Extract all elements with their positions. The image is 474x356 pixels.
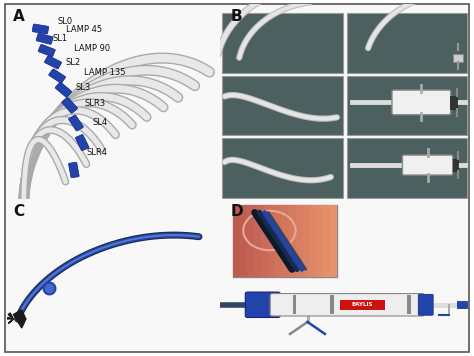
FancyBboxPatch shape bbox=[55, 82, 72, 97]
FancyBboxPatch shape bbox=[270, 294, 424, 316]
FancyBboxPatch shape bbox=[32, 24, 49, 34]
Bar bbox=[296, 205, 302, 277]
Bar bbox=[261, 205, 268, 277]
FancyBboxPatch shape bbox=[62, 98, 78, 113]
Bar bbox=[222, 75, 343, 135]
Bar bbox=[289, 205, 296, 277]
Polygon shape bbox=[6, 318, 13, 319]
Polygon shape bbox=[8, 313, 13, 319]
Text: LAMP 135: LAMP 135 bbox=[84, 68, 126, 77]
Bar bbox=[457, 301, 467, 308]
Bar bbox=[274, 205, 282, 277]
Bar bbox=[222, 138, 343, 198]
Text: D: D bbox=[230, 204, 243, 219]
FancyBboxPatch shape bbox=[418, 294, 433, 315]
Bar bbox=[317, 205, 323, 277]
FancyBboxPatch shape bbox=[38, 44, 55, 57]
Bar bbox=[453, 159, 458, 171]
Bar bbox=[323, 205, 330, 277]
FancyBboxPatch shape bbox=[75, 135, 89, 151]
FancyBboxPatch shape bbox=[69, 162, 79, 178]
FancyBboxPatch shape bbox=[36, 33, 53, 44]
Bar bbox=[407, 295, 411, 314]
Polygon shape bbox=[13, 310, 26, 328]
Bar bbox=[292, 295, 296, 314]
FancyBboxPatch shape bbox=[69, 115, 83, 131]
Bar bbox=[330, 205, 337, 277]
Bar bbox=[346, 75, 467, 135]
Bar bbox=[282, 205, 289, 277]
Bar bbox=[450, 95, 456, 109]
Bar bbox=[310, 205, 317, 277]
Text: SL1: SL1 bbox=[53, 34, 68, 43]
Bar bbox=[240, 205, 247, 277]
Bar bbox=[247, 205, 254, 277]
Bar bbox=[453, 54, 463, 62]
Bar bbox=[222, 13, 343, 73]
Bar bbox=[346, 138, 467, 198]
Text: A: A bbox=[13, 9, 25, 25]
Bar bbox=[254, 205, 261, 277]
Polygon shape bbox=[8, 319, 13, 324]
Text: B: B bbox=[230, 9, 242, 25]
FancyBboxPatch shape bbox=[402, 155, 453, 175]
Bar bbox=[346, 13, 467, 73]
FancyBboxPatch shape bbox=[49, 69, 65, 83]
FancyBboxPatch shape bbox=[45, 56, 62, 69]
Text: BAYLIS: BAYLIS bbox=[352, 302, 373, 307]
Text: LAMP 45: LAMP 45 bbox=[65, 25, 101, 33]
Bar bbox=[302, 205, 310, 277]
Bar bbox=[340, 299, 384, 310]
Text: SLR3: SLR3 bbox=[84, 99, 105, 108]
FancyBboxPatch shape bbox=[392, 90, 451, 115]
Text: SLR4: SLR4 bbox=[86, 148, 108, 157]
Bar bbox=[233, 205, 337, 277]
Text: SL2: SL2 bbox=[65, 58, 81, 67]
Text: SL0: SL0 bbox=[57, 17, 73, 26]
Bar bbox=[330, 295, 334, 314]
Text: C: C bbox=[13, 204, 25, 219]
Bar bbox=[268, 205, 274, 277]
FancyBboxPatch shape bbox=[246, 292, 280, 318]
Text: SL4: SL4 bbox=[92, 119, 108, 127]
Text: SL3: SL3 bbox=[76, 83, 91, 92]
Text: LAMP 90: LAMP 90 bbox=[74, 44, 110, 53]
Bar bbox=[233, 205, 240, 277]
